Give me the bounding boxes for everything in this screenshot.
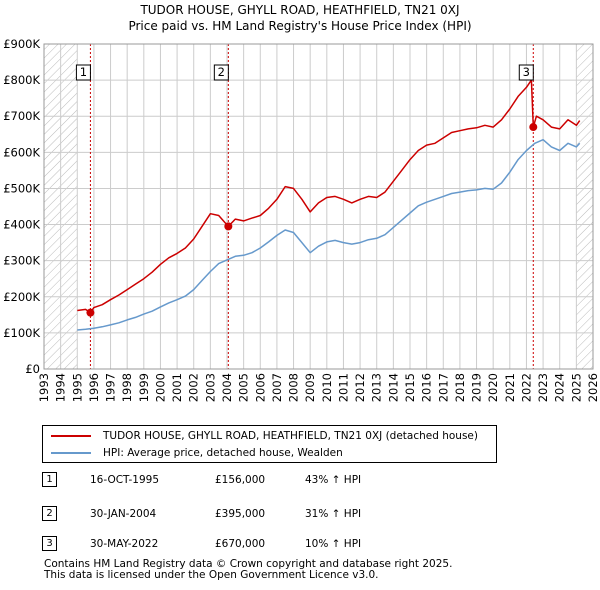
x-tick-label: 1998 <box>120 373 134 402</box>
y-tick-label: £700K <box>3 109 40 123</box>
sale-row: 1 16-OCT-1995 £156,000 43% ↑ HPI <box>0 470 600 490</box>
legend-label-hpi: HPI: Average price, detached house, Weal… <box>103 447 343 459</box>
sale-price: £156,000 <box>215 474 266 486</box>
sales-table: 1 16-OCT-1995 £156,000 43% ↑ HPI 2 30-JA… <box>0 470 600 560</box>
sale-hpi-change: 10% ↑ HPI <box>305 538 362 550</box>
x-tick-label: 2021 <box>503 373 517 402</box>
sale-number-badge: 2 <box>42 506 57 521</box>
y-tick-label: £500K <box>3 181 40 195</box>
y-tick-label: £900K <box>3 37 40 51</box>
x-tick-label: 2012 <box>353 373 367 402</box>
y-tick-label: £100K <box>3 326 40 340</box>
x-tick-label: 2018 <box>453 373 467 402</box>
sale-row: 3 30-MAY-2022 £670,000 10% ↑ HPI <box>0 534 600 554</box>
sale-label-number: 2 <box>218 65 225 79</box>
legend-label-property: TUDOR HOUSE, GHYLL ROAD, HEATHFIELD, TN2… <box>103 430 478 442</box>
sale-hpi-change: 43% ↑ HPI <box>305 474 362 486</box>
x-tick-label: 2005 <box>237 373 251 402</box>
x-tick-label: 2013 <box>370 373 384 402</box>
footer-line1: Contains HM Land Registry data © Crown c… <box>44 558 453 570</box>
series-line-hpi <box>77 138 581 331</box>
price-chart: 1 2 3 £0 £100K £200K £300K £400K £500K £600K £700… <box>3 37 600 402</box>
legend: TUDOR HOUSE, GHYLL ROAD, HEATHFIELD, TN2… <box>42 425 497 463</box>
x-tick-label: 2014 <box>386 373 400 402</box>
series-line-property <box>77 79 581 314</box>
x-tick-label: 1995 <box>70 373 84 402</box>
x-tick-label: 1994 <box>54 373 68 402</box>
x-tick-label: 2009 <box>303 373 317 402</box>
x-tick-label: 2008 <box>287 373 301 402</box>
x-tick-label: 2023 <box>536 373 550 402</box>
y-tick-label: £300K <box>3 254 40 268</box>
sale-price: £670,000 <box>215 538 266 550</box>
x-tick-label: 2000 <box>153 373 167 402</box>
x-tick-label: 2011 <box>336 373 350 402</box>
y-tick-label: £400K <box>3 218 40 232</box>
x-tick-label: 2006 <box>253 373 267 402</box>
sale-number-badge: 3 <box>42 536 57 551</box>
x-tick-label: 2016 <box>420 373 434 402</box>
sale-date: 30-MAY-2022 <box>90 538 159 550</box>
chart-title-line1: TUDOR HOUSE, GHYLL ROAD, HEATHFIELD, TN2… <box>140 3 460 17</box>
legend-swatch-hpi <box>51 452 91 454</box>
y-tick-label: £200K <box>3 290 40 304</box>
chart-title: TUDOR HOUSE, GHYLL ROAD, HEATHFIELD, TN2… <box>0 2 600 34</box>
x-tick-label: 2004 <box>220 373 234 402</box>
x-tick-label: 2010 <box>320 373 334 402</box>
x-tick-label: 1993 <box>37 373 51 402</box>
legend-swatch-property <box>51 435 91 437</box>
sale-label-box <box>518 64 534 81</box>
sale-point <box>529 123 538 132</box>
x-tick-label: 2003 <box>203 373 217 402</box>
x-tick-label: 2002 <box>187 373 201 402</box>
x-tick-label: 1996 <box>87 373 101 402</box>
sale-label-box <box>75 64 91 81</box>
sale-label-number: 1 <box>80 65 87 79</box>
x-tick-label: 2024 <box>553 373 567 402</box>
x-tick-label: 1997 <box>104 373 118 402</box>
hatched-region <box>576 44 593 369</box>
footer-line2: This data is licensed under the Open Gov… <box>44 569 379 581</box>
sale-label-box <box>213 64 229 81</box>
sale-date: 16-OCT-1995 <box>90 474 159 486</box>
x-tick-label: 2026 <box>586 373 600 402</box>
sale-date: 30-JAN-2004 <box>90 508 157 520</box>
sale-hpi-change: 31% ↑ HPI <box>305 508 362 520</box>
sale-number-badge: 1 <box>42 472 57 487</box>
x-tick-label: 2017 <box>436 373 450 402</box>
sale-point <box>86 308 95 317</box>
plot-frame <box>43 43 594 370</box>
chart-title-line2: Price paid vs. HM Land Registry's House … <box>128 19 472 33</box>
sale-price: £395,000 <box>215 508 266 520</box>
y-tick-label: £600K <box>3 145 40 159</box>
x-tick-label: 2020 <box>486 373 500 402</box>
x-tick-label: 2022 <box>519 373 533 402</box>
x-tick-label: 2007 <box>270 373 284 402</box>
sale-label-number: 3 <box>523 65 530 79</box>
x-tick-label: 2019 <box>470 373 484 402</box>
y-tick-label: £0 <box>25 362 40 376</box>
sale-row: 2 30-JAN-2004 £395,000 31% ↑ HPI <box>0 504 600 524</box>
sale-point <box>224 222 233 231</box>
footer-attribution: Contains HM Land Registry data © Crown c… <box>44 559 452 581</box>
x-tick-label: 1999 <box>137 373 151 402</box>
y-tick-label: £800K <box>3 73 40 87</box>
x-tick-label: 2001 <box>170 373 184 402</box>
x-tick-label: 2015 <box>403 373 417 402</box>
x-tick-label: 2025 <box>569 373 583 402</box>
